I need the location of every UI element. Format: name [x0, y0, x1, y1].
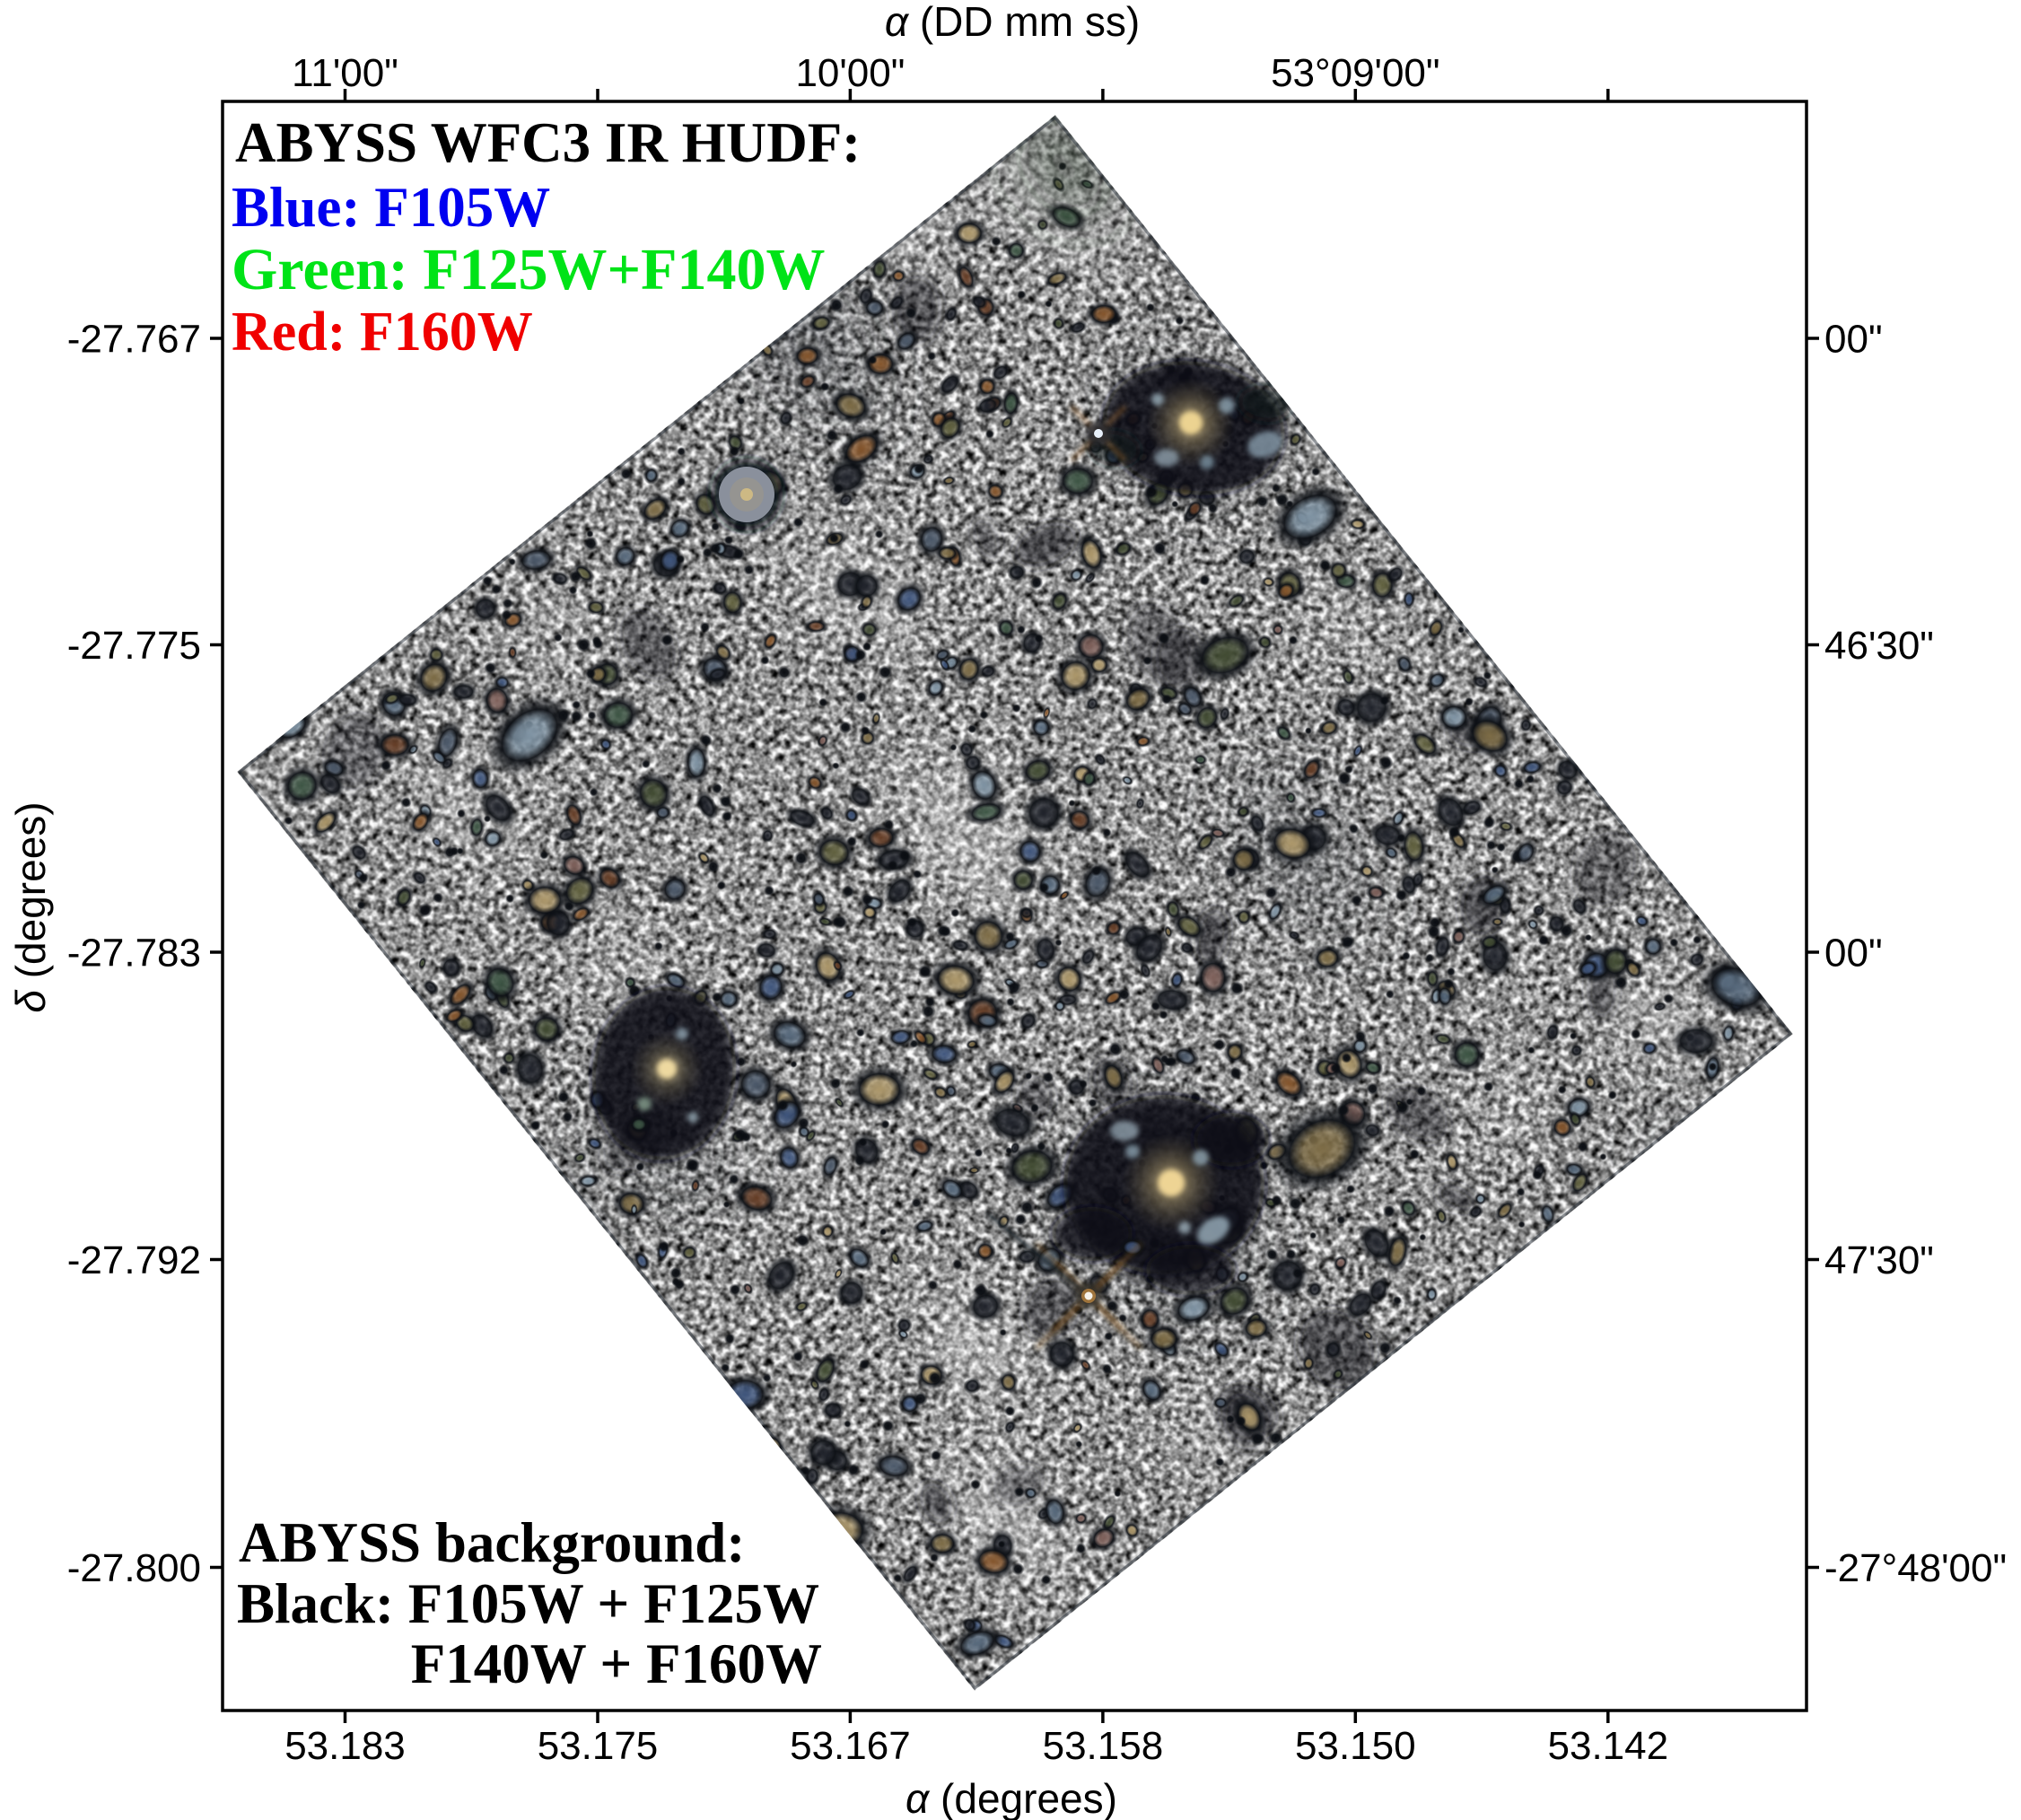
svg-text:Blue: F105W: Blue: F105W [232, 176, 550, 239]
svg-text:ABYSS background:: ABYSS background: [239, 1511, 745, 1574]
svg-text:10'00": 10'00" [795, 51, 905, 95]
svg-text:53°09'00": 53°09'00" [1271, 51, 1439, 95]
svg-text:47'30": 47'30" [1824, 1238, 1934, 1282]
svg-text:α (DD mm ss): α (DD mm ss) [885, 0, 1140, 45]
svg-text:53.142: 53.142 [1548, 1724, 1669, 1768]
svg-text:Red: F160W: Red: F160W [232, 302, 533, 363]
svg-text:53.175: 53.175 [538, 1724, 659, 1768]
svg-text:53.150: 53.150 [1295, 1724, 1416, 1768]
svg-text:-27.783: -27.783 [67, 932, 201, 976]
svg-text:00": 00" [1824, 932, 1883, 976]
svg-text:46'30": 46'30" [1824, 624, 1934, 668]
svg-text:α (degrees): α (degrees) [906, 1775, 1117, 1820]
svg-text:-27.800: -27.800 [67, 1546, 201, 1590]
svg-text:-27.775: -27.775 [67, 624, 201, 668]
svg-text:F140W + F160W: F140W + F160W [411, 1632, 822, 1695]
svg-text:11'00": 11'00" [292, 51, 398, 95]
svg-text:53.183: 53.183 [284, 1724, 406, 1768]
svg-text:-27.792: -27.792 [67, 1238, 201, 1282]
svg-text:ABYSS WFC3 IR HUDF:: ABYSS WFC3 IR HUDF: [235, 111, 861, 174]
svg-text:53.158: 53.158 [1043, 1724, 1164, 1768]
svg-text:-27°48'00": -27°48'00" [1824, 1546, 2007, 1590]
svg-text:δ (degrees): δ (degrees) [7, 801, 54, 1012]
svg-text:53.167: 53.167 [790, 1724, 911, 1768]
svg-text:Black: F105W + F125W: Black: F105W + F125W [237, 1572, 819, 1635]
svg-text:-27.767: -27.767 [67, 318, 201, 362]
svg-text:00": 00" [1824, 318, 1883, 362]
svg-text:Green: F125W+F140W: Green: F125W+F140W [232, 237, 825, 302]
